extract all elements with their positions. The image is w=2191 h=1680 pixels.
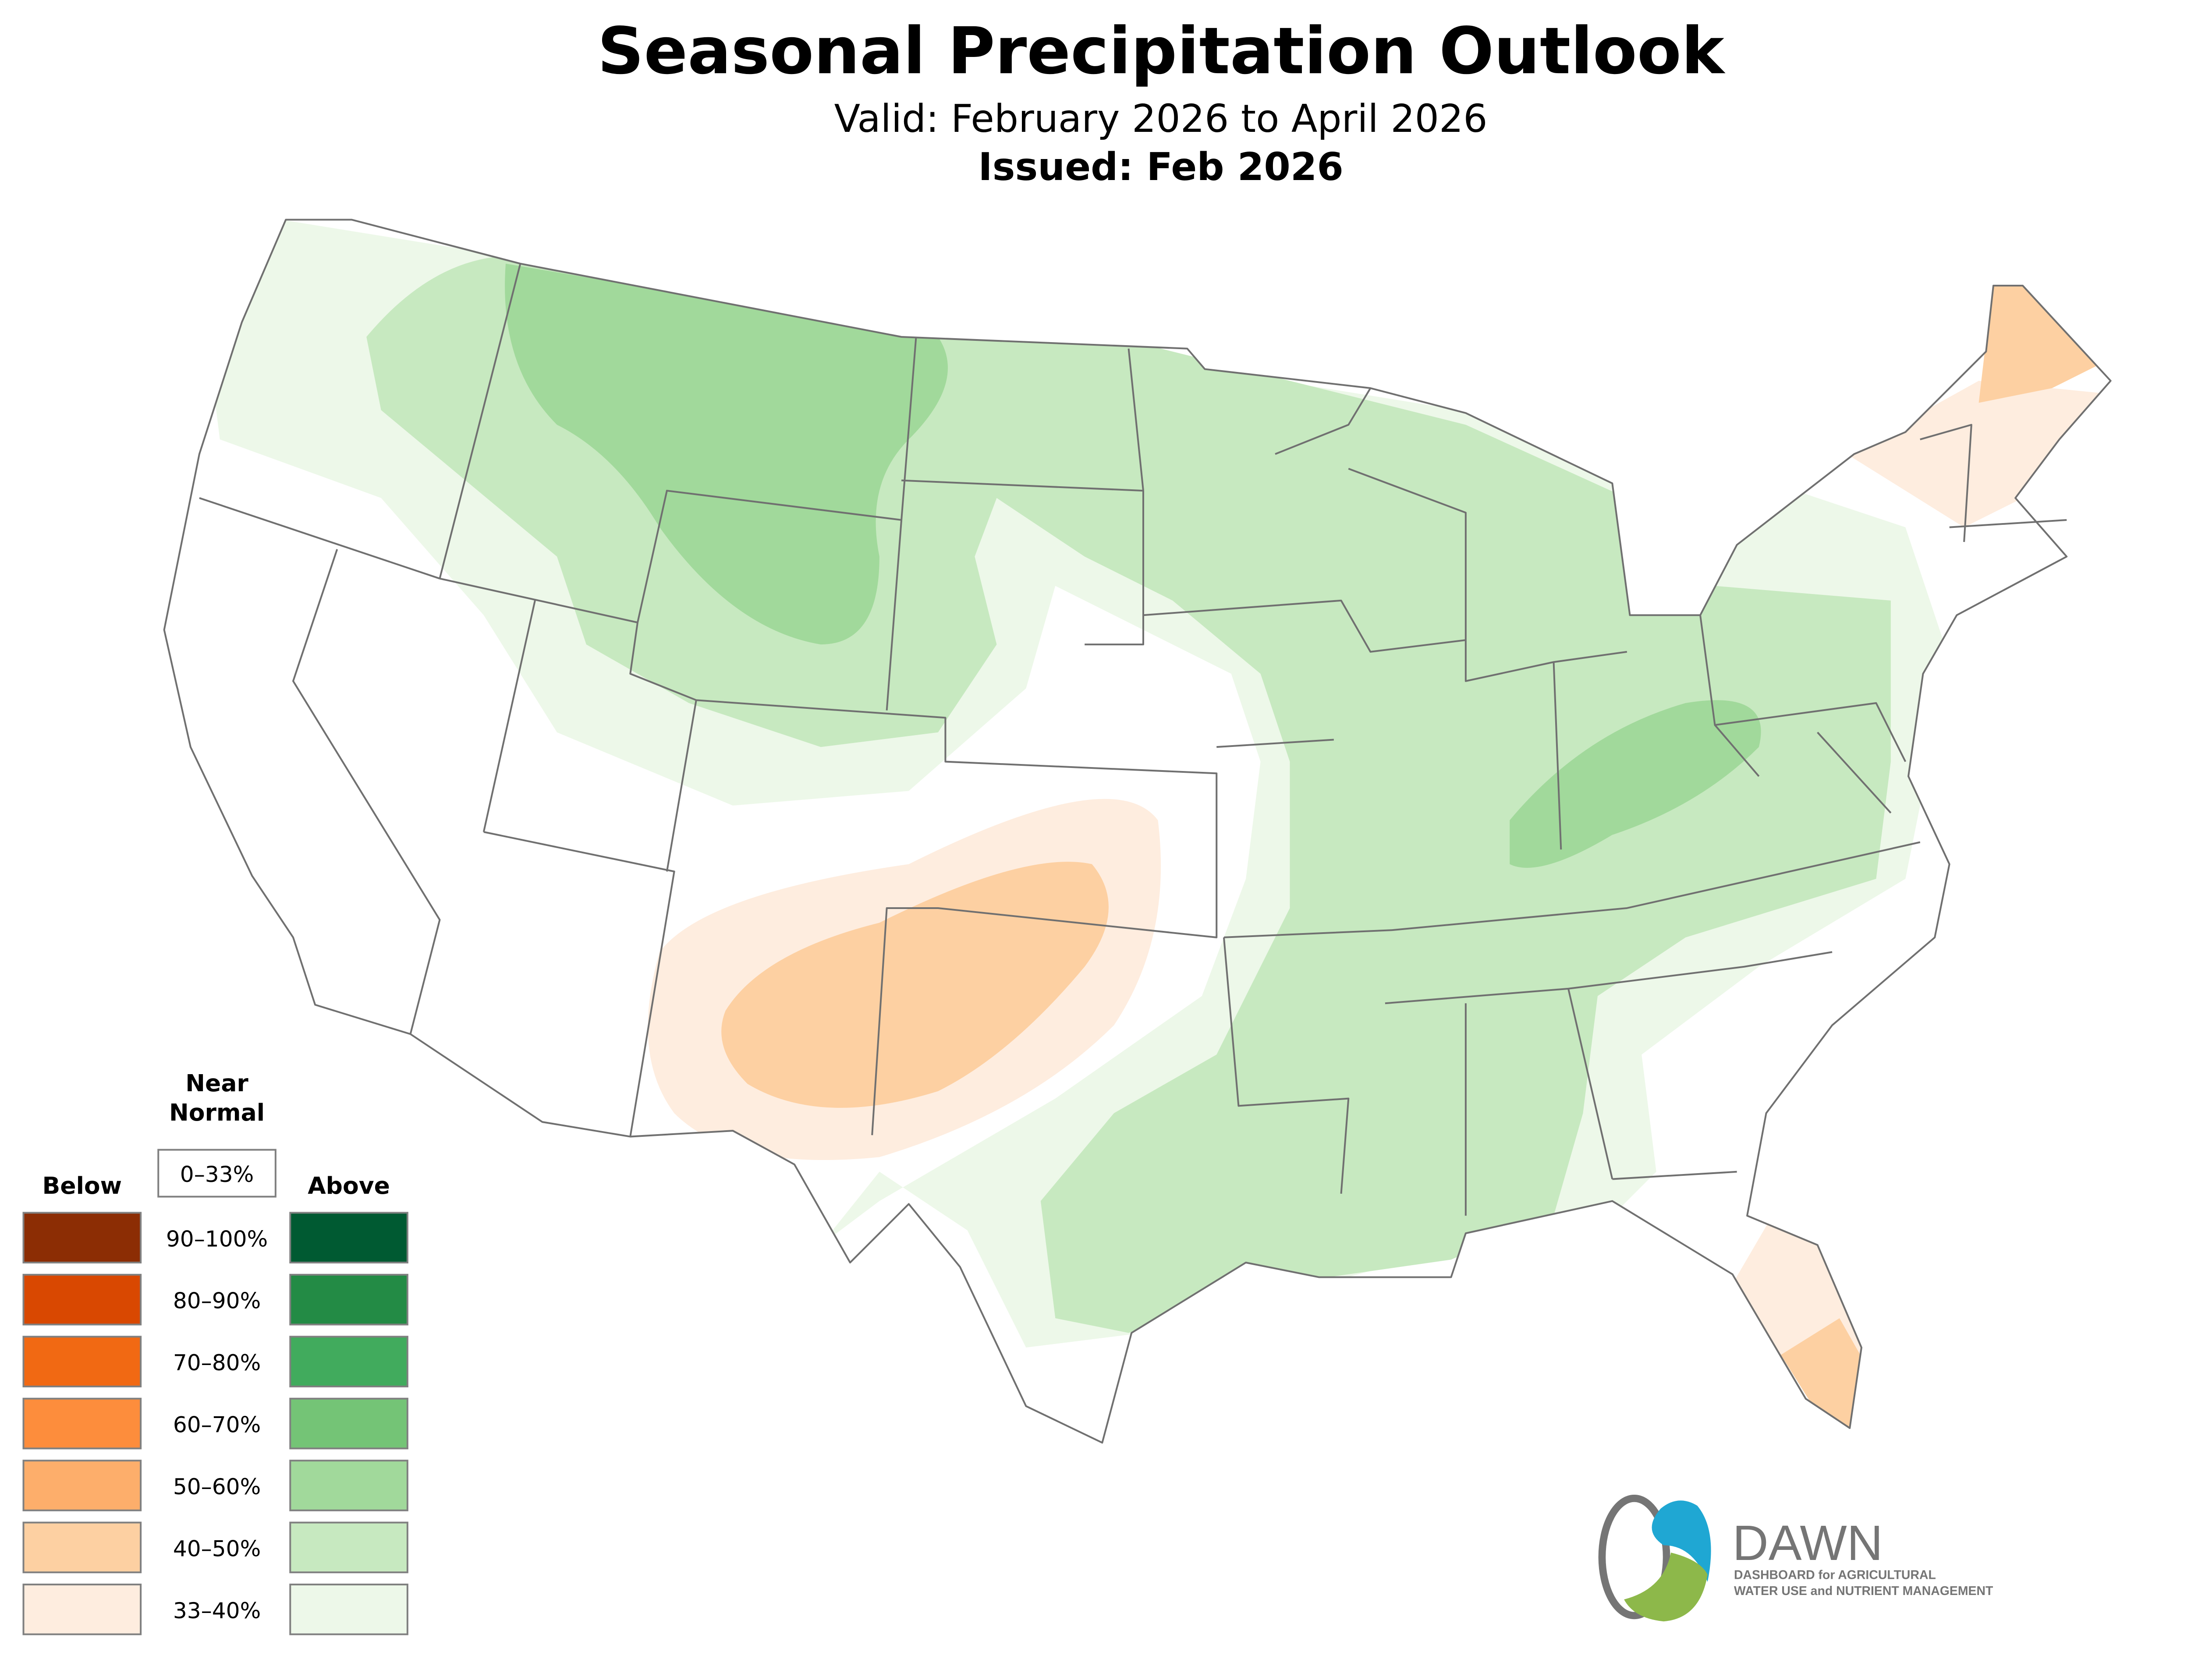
legend-swatch-below [22,1583,142,1635]
legend-near-normal-range: 0–33% [180,1161,254,1187]
legend-range-label: 80–90% [173,1288,261,1314]
legend-swatch-above [289,1212,408,1264]
below-40-50-region-southwest [721,862,1109,1108]
legend-range-label: 40–50% [173,1535,261,1561]
legend-swatch-below [22,1521,142,1574]
logo-water-drop-icon [1652,1500,1711,1582]
logo-name: DAWN [1733,1515,1883,1571]
logo-leaf-icon [1624,1553,1708,1622]
legend-swatch-above [289,1583,408,1635]
legend-near-normal-title-2: Normal [169,1099,265,1126]
below-40-50-region-florida [1781,1318,1865,1432]
legend-swatch-above [289,1521,408,1574]
legend-swatch-below [22,1460,142,1511]
legend-range-label: 90–100% [166,1226,268,1252]
legend-above-label: Above [308,1172,390,1199]
legend-swatch-above [289,1273,408,1326]
legend-range-label: 33–40% [173,1598,261,1623]
forecast-shading [190,219,2111,1443]
below-33-40-region-northeast [1847,381,2111,527]
logo-circuit-leaf-icon [1598,1495,1670,1620]
legend-swatch-above [289,1460,408,1511]
legend-swatch-below [22,1273,142,1326]
legend-range-label: 70–80% [173,1350,261,1376]
legend-range-label: 60–70% [173,1412,261,1438]
legend-near-normal-title: Near [185,1069,248,1097]
legend-swatch-below [22,1336,142,1387]
legend-near-normal-box [157,1149,277,1198]
legend-swatch-below [22,1212,142,1264]
logo-tagline-1: DASHBOARD for AGRICULTURAL [1734,1568,1936,1582]
legend: Near Normal 0–33% Below Above 90–100% 80–… [22,1069,408,1635]
valid-period: Valid: February 2026 to April 2026 [834,96,1488,141]
above-50-60-region-north [505,263,948,645]
dawn-logo: DAWN DASHBOARD for AGRICULTURAL WATER US… [1598,1495,1993,1622]
state-borders [164,220,2111,1443]
legend-swatch-above [289,1397,408,1450]
issued-date: Issued: Feb 2026 [978,145,1343,189]
legend-below-label: Below [42,1172,122,1199]
legend-swatch-below [22,1397,142,1450]
above-50-60-region-ohio [1510,700,1761,868]
below-40-50-region-maine [1978,278,2096,403]
page-title: Seasonal Precipitation Outlook [597,13,1726,88]
legend-range-label: 50–60% [173,1474,261,1500]
legend-swatch-above [289,1336,408,1387]
logo-tagline-2: WATER USE and NUTRIENT MANAGEMENT [1734,1584,1993,1598]
